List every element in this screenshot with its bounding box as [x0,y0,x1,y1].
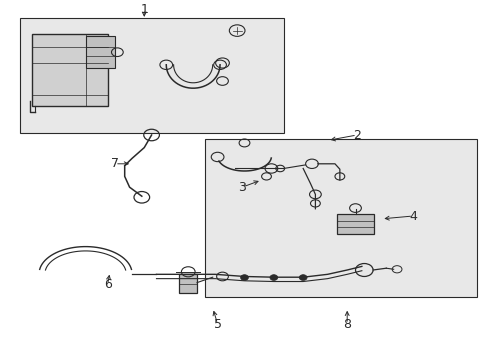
Bar [20,18,283,133]
Bar [85,36,115,68]
Text: 3: 3 [238,181,245,194]
Text: 2: 2 [352,129,360,141]
Circle shape [240,275,248,280]
Text: 1: 1 [140,3,148,15]
Text: 4: 4 [408,210,416,222]
Text: 5: 5 [213,318,221,330]
Bar [179,274,197,293]
Bar [32,34,107,106]
Text: 6: 6 [103,278,111,291]
Bar [205,139,476,297]
Circle shape [269,275,277,280]
Text: 8: 8 [343,318,350,330]
Circle shape [299,275,306,280]
Bar [337,214,373,234]
Text: 7: 7 [111,157,119,170]
